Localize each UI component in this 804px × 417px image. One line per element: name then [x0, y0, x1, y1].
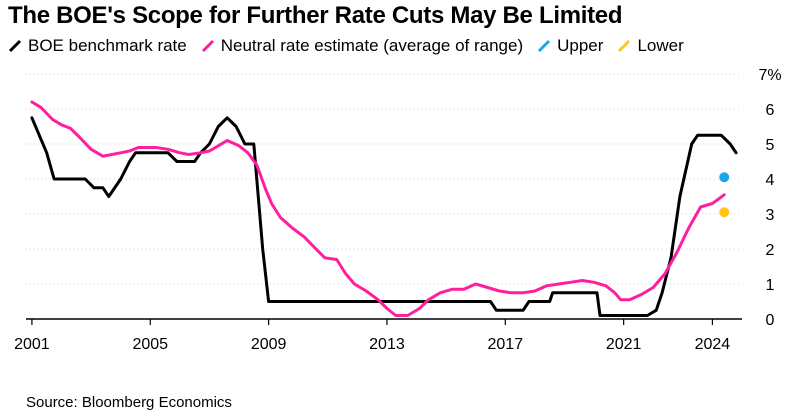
- line-slash-icon: [618, 39, 631, 53]
- marker-lower: [719, 207, 730, 218]
- y-tick-label: 5: [766, 137, 775, 154]
- chart-title: The BOE's Scope for Further Rate Cuts Ma…: [8, 2, 623, 29]
- legend-item-upper: Upper: [537, 36, 603, 56]
- y-tick-label: 7%: [758, 67, 781, 84]
- legend-item-boe-rate: BOE benchmark rate: [8, 36, 187, 56]
- legend-label-upper: Upper: [557, 36, 604, 55]
- legend-item-lower: Lower: [617, 36, 684, 56]
- gridlines: [26, 73, 742, 285]
- series-line-neutral-rate: [30, 100, 726, 317]
- legend: BOE benchmark rate Neutral rate estimate…: [8, 36, 698, 56]
- x-tick-label: 2005: [132, 336, 168, 353]
- legend-swatch-neutral: [201, 39, 214, 53]
- legend-swatch-lower: [618, 39, 631, 53]
- x-tick-label: 2024: [695, 336, 731, 353]
- legend-label-boe-rate: BOE benchmark rate: [28, 36, 187, 55]
- y-tick-label: 4: [766, 172, 775, 189]
- source-note: Source: Bloomberg Economics: [26, 394, 232, 411]
- legend-label-lower: Lower: [637, 36, 684, 55]
- legend-swatch-upper: [538, 39, 551, 53]
- y-tick-label: 3: [766, 207, 775, 224]
- legend-label-neutral-rate: Neutral rate estimate (average of range): [220, 36, 524, 55]
- y-axis: 0 1 2 3 4 5 6 7%: [758, 67, 781, 329]
- marker-upper: [719, 172, 730, 183]
- y-tick-label: 6: [766, 102, 775, 119]
- x-tick-label: 2017: [488, 336, 524, 353]
- x-tick-label: 2001: [14, 336, 50, 353]
- legend-item-neutral-rate: Neutral rate estimate (average of range): [201, 36, 523, 56]
- range-markers: [719, 172, 730, 218]
- x-tick-label: 2009: [251, 336, 287, 353]
- x-tick-label: 2013: [369, 336, 405, 353]
- line-slash-icon: [8, 39, 22, 53]
- x-tick-label: 2021: [606, 336, 642, 353]
- y-tick-label: 1: [766, 277, 775, 294]
- series-lines: [30, 100, 738, 317]
- line-slash-icon: [201, 39, 214, 53]
- legend-swatch-boe: [8, 39, 22, 53]
- y-tick-label: 0: [766, 312, 775, 329]
- x-axis: 2001 2005 2009 2013 2017 2021 2024: [14, 318, 742, 353]
- series-line-boe-rate: [30, 116, 738, 317]
- line-slash-icon: [538, 39, 551, 53]
- y-tick-label: 2: [766, 242, 775, 259]
